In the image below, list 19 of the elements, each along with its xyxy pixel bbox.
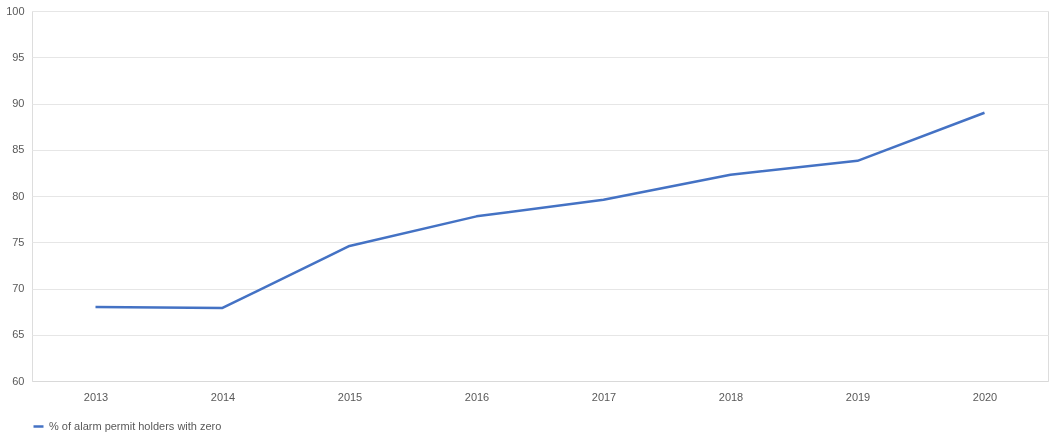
x-tick-label: 2020 xyxy=(972,390,998,403)
x-tick-label: 2018 xyxy=(718,390,744,403)
y-tick-label: 85 xyxy=(12,143,25,156)
x-tick-label: 2015 xyxy=(337,390,363,403)
y-tick-label: 75 xyxy=(12,235,25,248)
y-tick-label: 70 xyxy=(12,282,25,294)
x-tick-label: 2019 xyxy=(845,390,871,403)
legend-label: % of alarm permit holders with zero xyxy=(49,419,222,432)
y-tick-label: 80 xyxy=(12,189,25,202)
x-tick-label: 2016 xyxy=(464,390,490,403)
y-tick-label: 65 xyxy=(12,328,25,341)
y-tick-label: 100 xyxy=(6,4,25,17)
y-tick-label: 90 xyxy=(12,97,25,109)
x-tick-label: 2017 xyxy=(591,390,617,403)
x-tick-label: 2014 xyxy=(210,390,236,403)
y-tick-label: 95 xyxy=(12,50,25,63)
y-tick-label: 60 xyxy=(12,374,25,387)
line-series xyxy=(94,111,986,310)
x-tick-label: 2013 xyxy=(83,390,109,403)
